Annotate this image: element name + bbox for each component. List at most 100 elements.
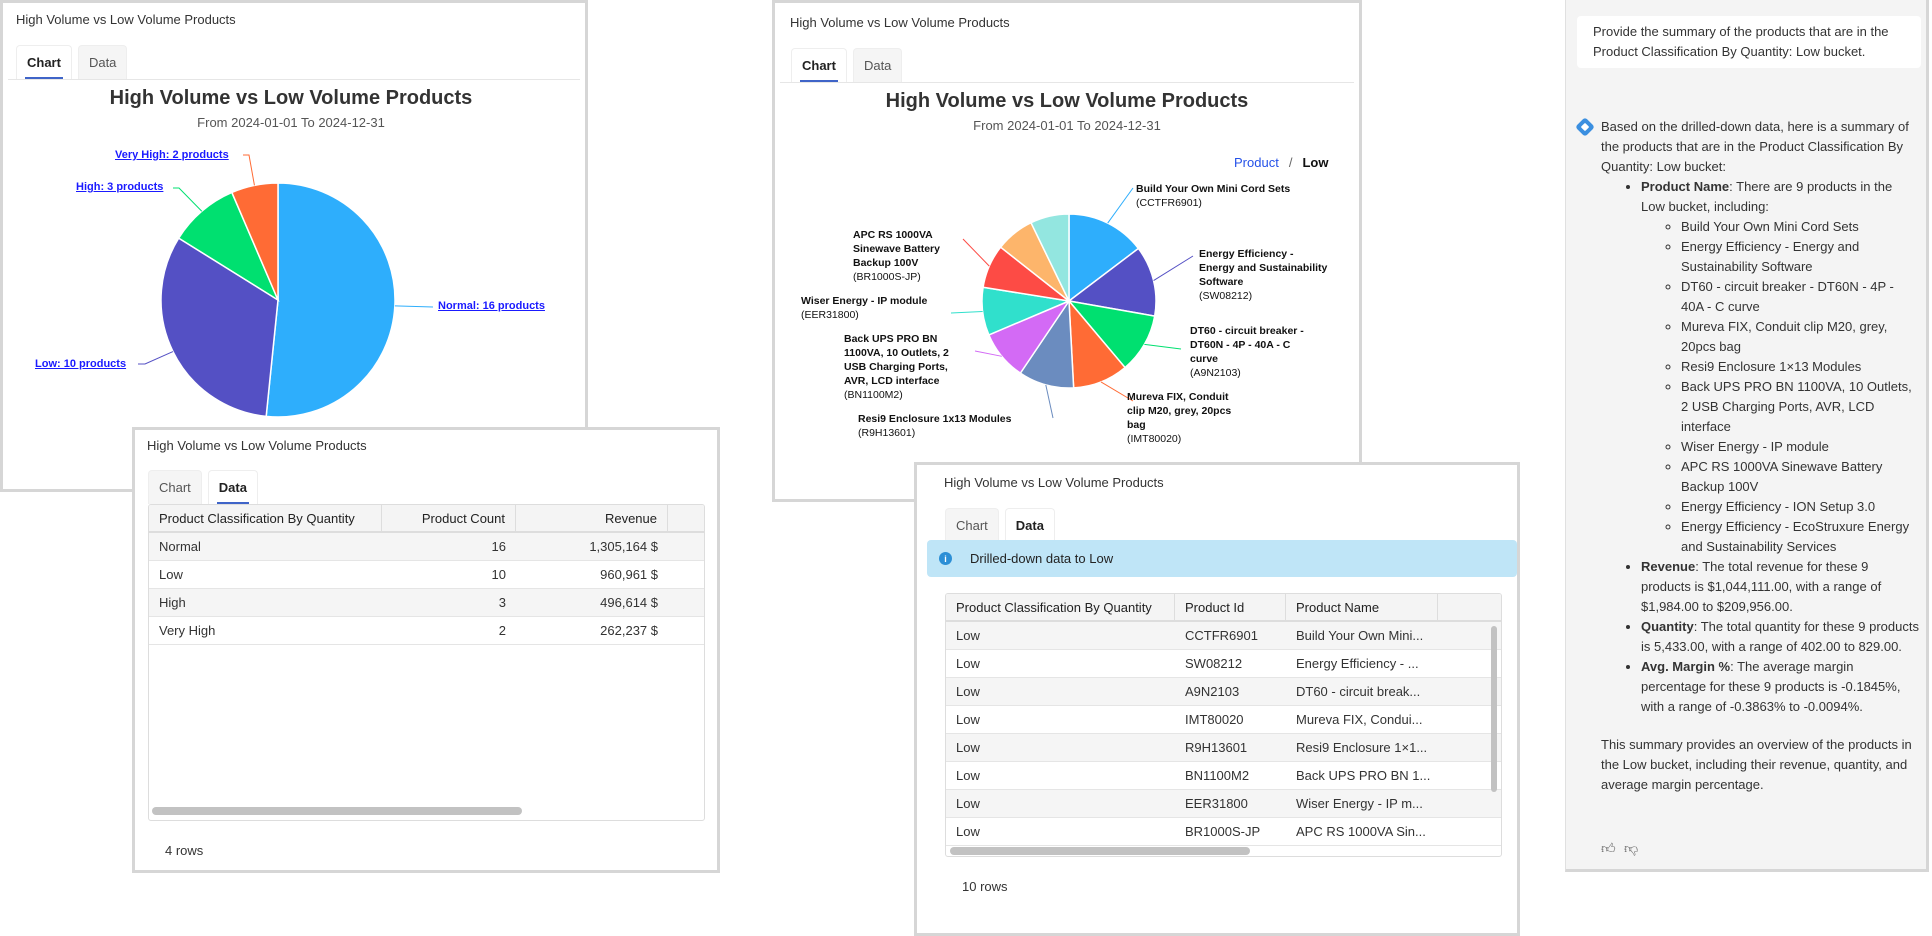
column-header[interactable]: Product Classification By Quantity bbox=[946, 594, 1175, 620]
column-header[interactable]: Product Classification By Quantity bbox=[149, 505, 382, 531]
table-cell: 1,305,164 $ bbox=[589, 539, 658, 554]
row-count: 4 rows bbox=[165, 843, 204, 858]
info-text: Drilled-down data to Low bbox=[970, 551, 1114, 566]
pie-slice[interactable] bbox=[265, 182, 396, 418]
pie-label[interactable]: Build Your Own Mini Cord Sets (CCTFR6901) bbox=[1136, 183, 1291, 209]
breadcrumb: Product / Low bbox=[1234, 155, 1328, 170]
pie-slice[interactable] bbox=[1068, 213, 1140, 303]
pie-slice[interactable] bbox=[160, 237, 279, 418]
chart-title: High Volume vs Low Volume Products bbox=[885, 90, 1249, 112]
row-count: 10 rows bbox=[962, 879, 1008, 894]
vertical-scrollbar[interactable] bbox=[1491, 626, 1497, 792]
pie-label[interactable]: DT60 - circuit breaker - DT60N - 4P - 40… bbox=[1190, 325, 1304, 379]
table-row[interactable]: Low EER31800 Wiser Energy - IP m... bbox=[946, 790, 1501, 818]
table-row[interactable]: Low BR1000S-JP APC RS 1000VA Sin... bbox=[946, 818, 1501, 846]
tab-divider bbox=[8, 79, 580, 80]
summary-item: Avg. Margin %: The average margin percen… bbox=[1641, 657, 1919, 717]
user-message: Provide the summary of the products that… bbox=[1577, 16, 1921, 68]
tab-data[interactable]: Data bbox=[77, 45, 128, 79]
column-header[interactable]: Product Id bbox=[1175, 594, 1286, 620]
table-cell: Low bbox=[159, 567, 183, 582]
table-row[interactable]: Low 10 960,961 $ bbox=[149, 561, 704, 589]
pie-label[interactable]: Resi9 Enclosure 1x13 Modules (R9H13601) bbox=[858, 413, 1012, 439]
pie-label[interactable]: Mureva FIX, Conduit clip M20, grey, 20pc… bbox=[1127, 391, 1232, 445]
tab-chart[interactable]: Chart bbox=[945, 508, 999, 542]
summary-item: Quantity: The total quantity for these 9… bbox=[1641, 617, 1919, 657]
tab-divider bbox=[780, 82, 1354, 83]
leader-line bbox=[394, 305, 434, 308]
column-header[interactable]: Product Count bbox=[382, 505, 516, 531]
summary-label: Avg. Margin % bbox=[1641, 659, 1731, 674]
pie-label[interactable]: Back UPS PRO BN 1100VA, 10 Outlets, 2 US… bbox=[844, 333, 949, 401]
product-item: Back UPS PRO BN 1100VA, 10 Outlets, 2 US… bbox=[1681, 377, 1919, 437]
pie-label[interactable]: Wiser Energy - IP module (EER31800) bbox=[801, 295, 928, 321]
tab-data[interactable]: Data bbox=[1004, 508, 1055, 542]
pie-slice[interactable] bbox=[1030, 213, 1070, 302]
column-header[interactable]: Product Name bbox=[1286, 594, 1438, 620]
leader-line bbox=[950, 310, 983, 314]
leader-line bbox=[173, 187, 203, 212]
table-cell: Wiser Energy - IP m... bbox=[1296, 796, 1423, 811]
table-cell: BN1100M2 bbox=[1185, 768, 1250, 783]
info-banner: i Drilled-down data to Low bbox=[927, 540, 1517, 577]
panel-title: High Volume vs Low Volume Products bbox=[944, 475, 1164, 490]
column-header[interactable]: Revenue bbox=[516, 505, 668, 531]
table-cell: 262,237 $ bbox=[600, 623, 658, 638]
pie-label[interactable]: Energy Efficiency - Energy and Sustainab… bbox=[1199, 248, 1328, 302]
table-cell: 496,614 $ bbox=[600, 595, 658, 610]
table-row[interactable]: Low SW08212 Energy Efficiency - ... bbox=[946, 650, 1501, 678]
thumbs-down-icon[interactable]: 👎︎ bbox=[1624, 840, 1639, 856]
table-cell: Low bbox=[956, 712, 980, 727]
leader-line bbox=[1153, 255, 1194, 282]
table-row[interactable]: Low R9H13601 Resi9 Enclosure 1×1... bbox=[946, 734, 1501, 762]
table-row[interactable]: Low BN1100M2 Back UPS PRO BN 1... bbox=[946, 762, 1501, 790]
drill-table-panel: High Volume vs Low Volume Products Chart… bbox=[914, 462, 1520, 936]
tab-data[interactable]: Data bbox=[852, 48, 903, 82]
summary-text: : The total quantity for these 9 product… bbox=[1641, 619, 1919, 654]
product-item: Resi9 Enclosure 1×13 Modules bbox=[1681, 357, 1919, 377]
pie-label-high[interactable]: High: 3 products bbox=[76, 181, 164, 193]
table-cell: Low bbox=[956, 824, 980, 839]
thumbs-up-icon[interactable]: 👍︎ bbox=[1601, 840, 1616, 856]
tab-data[interactable]: Data bbox=[207, 470, 258, 504]
table-cell: Very High bbox=[159, 623, 216, 638]
table-row[interactable]: Low IMT80020 Mureva FIX, Condui... bbox=[946, 706, 1501, 734]
leader-line bbox=[138, 351, 174, 365]
response-intro: Based on the drilled-down data, here is … bbox=[1601, 119, 1909, 174]
breadcrumb-separator: / bbox=[1288, 155, 1293, 170]
product-item: Energy Efficiency - ION Setup 3.0 bbox=[1681, 497, 1919, 517]
table-cell: Low bbox=[956, 740, 980, 755]
pie-label-low[interactable]: Low: 10 products bbox=[35, 358, 127, 370]
pie-label[interactable]: APC RS 1000VA Sinewave Battery Backup 10… bbox=[853, 229, 940, 283]
horizontal-scrollbar[interactable] bbox=[152, 807, 522, 815]
chart-panel: High Volume vs Low Volume Products Chart… bbox=[0, 0, 588, 492]
tab-chart[interactable]: Chart bbox=[148, 470, 202, 504]
response-closing: This summary provides an overview of the… bbox=[1601, 737, 1912, 792]
horizontal-scrollbar[interactable] bbox=[950, 847, 1250, 855]
table-row[interactable]: Very High 2 262,237 $ bbox=[149, 617, 704, 645]
table-cell: Energy Efficiency - ... bbox=[1296, 656, 1419, 671]
table-row[interactable]: High 3 496,614 $ bbox=[149, 589, 704, 617]
table-cell: APC RS 1000VA Sin... bbox=[1296, 824, 1426, 839]
tab-chart[interactable]: Chart bbox=[16, 45, 72, 79]
leader-line bbox=[1107, 187, 1134, 224]
pie-chart bbox=[138, 154, 434, 418]
product-item: DT60 - circuit breaker - DT60N - 4P - 40… bbox=[1681, 277, 1919, 317]
chat-panel: Provide the summary of the products that… bbox=[1565, 0, 1929, 872]
table-cell: R9H13601 bbox=[1185, 740, 1248, 755]
tab-chart[interactable]: Chart bbox=[791, 48, 847, 82]
table-cell: Build Your Own Mini... bbox=[1296, 628, 1424, 643]
breadcrumb-product[interactable]: Product bbox=[1234, 155, 1279, 170]
summary-item: Revenue: The total revenue for these 9 p… bbox=[1641, 557, 1919, 617]
chart-title: High Volume vs Low Volume Products bbox=[109, 87, 473, 109]
table-cell: Low bbox=[956, 768, 980, 783]
table-row[interactable]: Low CCTFR6901 Build Your Own Mini... bbox=[946, 622, 1501, 650]
leader-line bbox=[1045, 384, 1054, 419]
table-cell: Low bbox=[956, 684, 980, 699]
pie-label-normal[interactable]: Normal: 16 products bbox=[438, 300, 545, 312]
assistant-icon bbox=[1575, 117, 1595, 137]
table-row[interactable]: Low A9N2103 DT60 - circuit break... bbox=[946, 678, 1501, 706]
pie-label-very-high[interactable]: Very High: 2 products bbox=[115, 149, 229, 161]
table-row[interactable]: Normal 16 1,305,164 $ bbox=[149, 533, 704, 561]
summary-label: Quantity bbox=[1641, 619, 1694, 634]
